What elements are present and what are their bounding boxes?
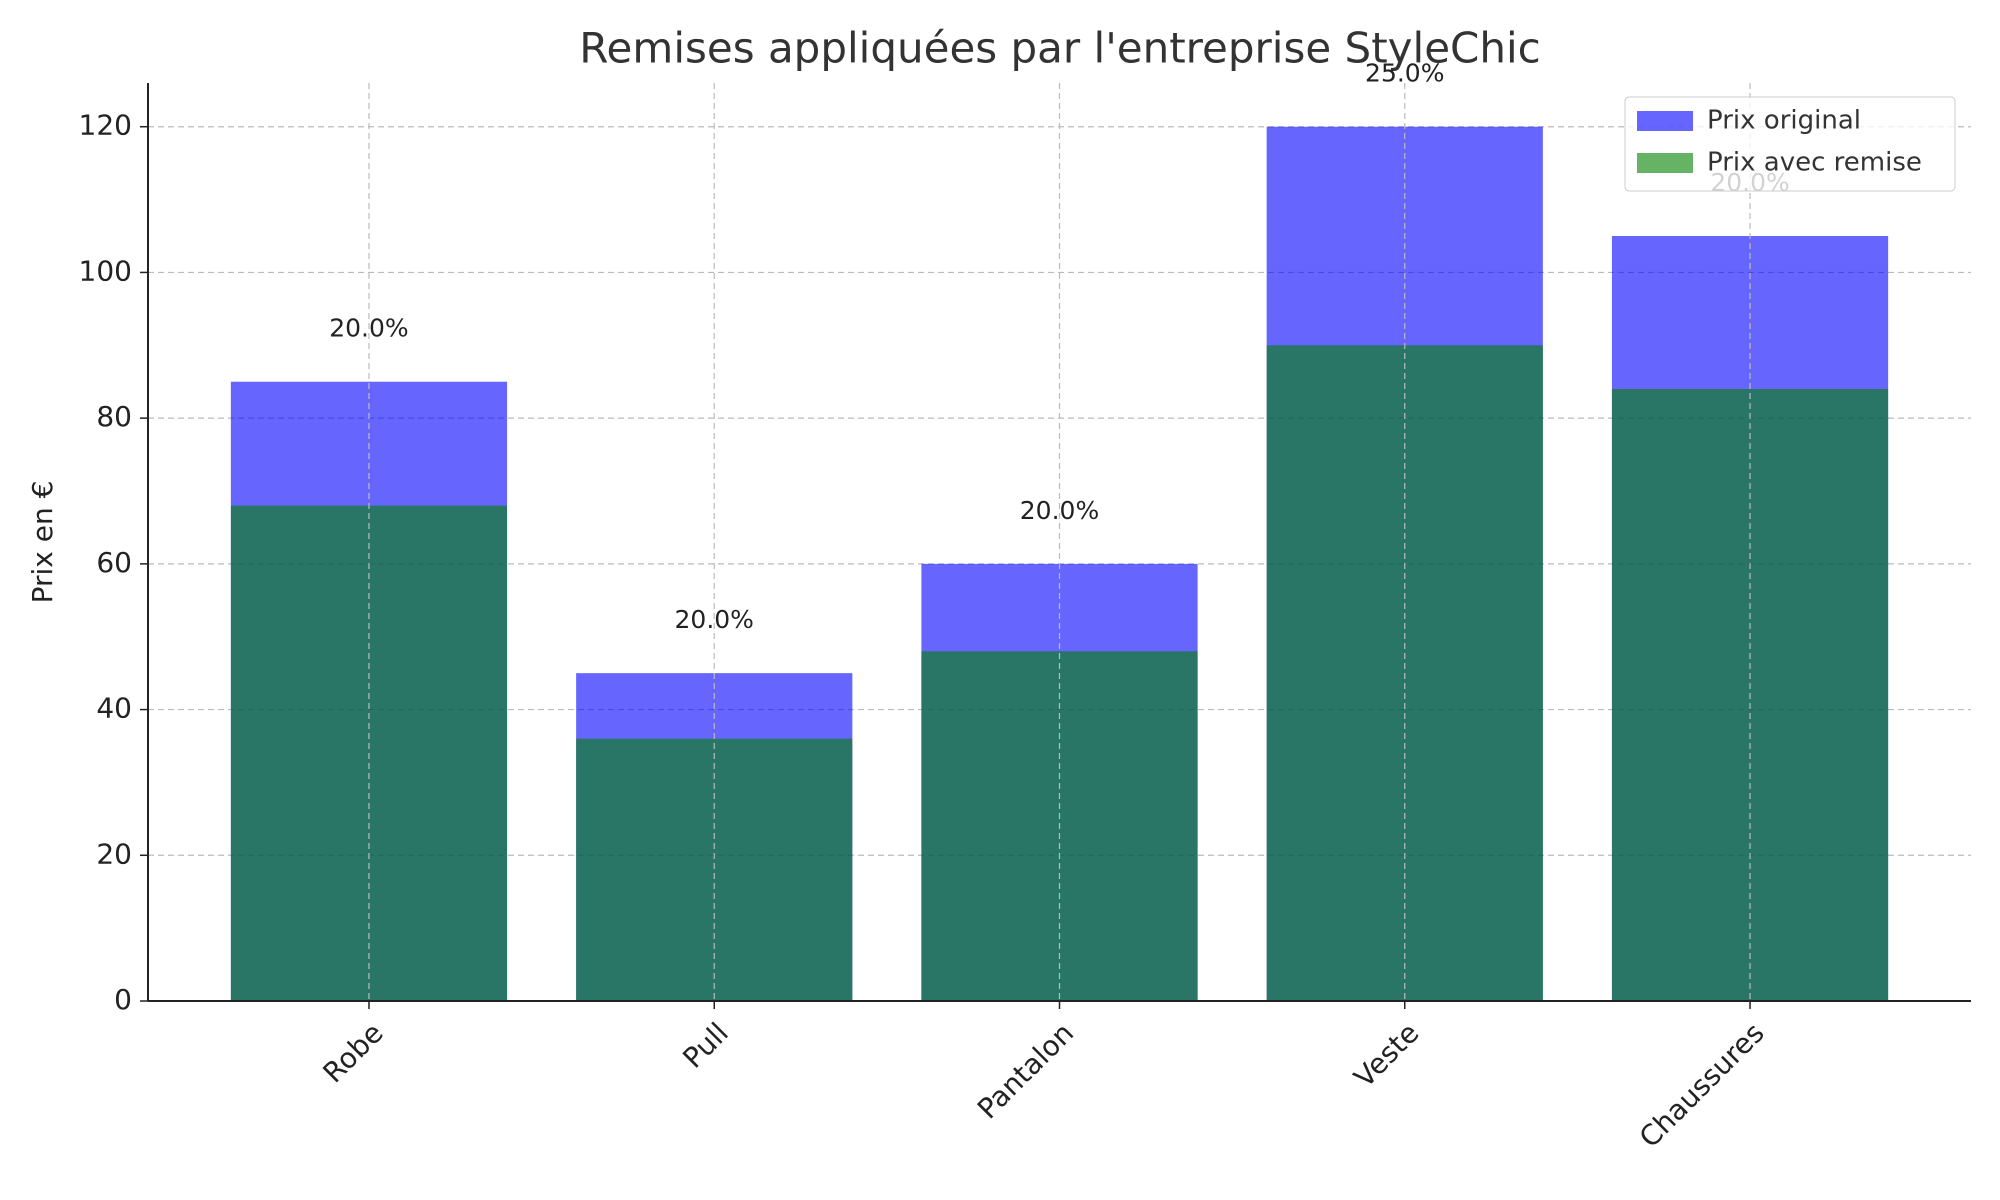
x-tick-label: Pantalon bbox=[971, 1016, 1080, 1125]
x-tick-label: Veste bbox=[1348, 1016, 1426, 1094]
x-tick-label: Robe bbox=[317, 1016, 390, 1089]
y-tick-label: 120 bbox=[79, 109, 132, 142]
legend-swatch bbox=[1637, 153, 1693, 173]
bar-annotation: 20.0% bbox=[329, 314, 408, 343]
x-tick-label: Pull bbox=[676, 1016, 734, 1074]
y-tick-label: 100 bbox=[79, 254, 132, 287]
bar-annotation: 20.0% bbox=[675, 605, 754, 634]
x-tick-label: Chaussures bbox=[1633, 1016, 1771, 1154]
y-tick-label: 0 bbox=[114, 983, 132, 1016]
legend-swatch bbox=[1637, 111, 1693, 131]
bar-annotation: 25.0% bbox=[1365, 59, 1444, 88]
legend-box bbox=[1624, 96, 1956, 192]
legend-label: Prix avec remise bbox=[1707, 148, 1922, 178]
y-tick-label: 40 bbox=[96, 692, 132, 725]
y-tick-label: 60 bbox=[96, 546, 132, 579]
y-tick-label: 80 bbox=[96, 400, 132, 433]
bar-annotation: 20.0% bbox=[1020, 496, 1099, 525]
y-axis-label: Prix en € bbox=[26, 481, 59, 604]
y-tick-label: 20 bbox=[96, 837, 132, 870]
chart-title: Remises appliquées par l'entreprise Styl… bbox=[579, 24, 1540, 73]
legend-label: Prix original bbox=[1707, 106, 1861, 136]
